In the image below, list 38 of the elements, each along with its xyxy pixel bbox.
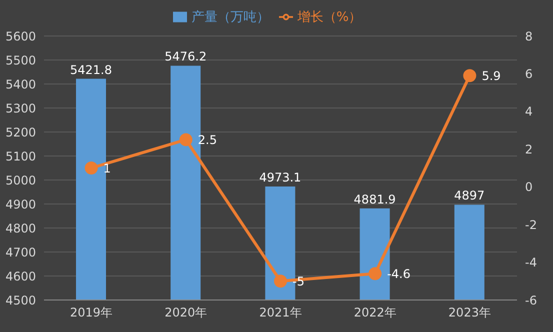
x-tick-label: 2022年 <box>354 306 396 320</box>
x-tick-label: 2019年 <box>70 306 113 320</box>
y2-tick-label: 4 <box>525 104 533 119</box>
y-tick-label: 5600 <box>5 29 36 44</box>
data-label: 5476.2 <box>164 50 207 64</box>
y-tick-label: 5100 <box>5 149 36 164</box>
y-tick-label: 5000 <box>5 173 36 188</box>
x-tick-label: 2020年 <box>164 306 208 320</box>
legend-label: 增长（%） <box>297 10 362 25</box>
y-tick-label: 5400 <box>5 77 36 92</box>
y-tick-label: 4600 <box>5 269 36 284</box>
y2-tick-label: 6 <box>525 66 533 81</box>
data-label: 4881.9 <box>354 192 396 206</box>
point <box>84 162 98 174</box>
data-label: 4897 <box>454 188 485 203</box>
y2-tick-label: -6 <box>525 293 537 308</box>
y-tick-label: 5200 <box>5 125 36 140</box>
y-tick-label: 4700 <box>5 245 36 260</box>
x-tick-label: 2023年 <box>448 306 491 320</box>
legend-label: 产量（万吨） <box>191 10 270 25</box>
y2-tick-label: -4 <box>525 256 537 270</box>
x-tick-label: 2021年 <box>259 306 302 320</box>
point <box>463 69 476 82</box>
y-tick-label: 5500 <box>5 53 36 68</box>
y-tick-label: 4800 <box>5 221 36 236</box>
y-tick-label: 4900 <box>5 197 36 212</box>
y-tick-label: 5300 <box>5 101 36 116</box>
y2-tick-label: -2 <box>525 218 537 232</box>
y2-tick-label: 0 <box>525 180 533 194</box>
data-label: 5.9 <box>482 68 501 83</box>
point <box>179 133 192 146</box>
point <box>368 267 382 280</box>
data-label: 5421.8 <box>70 62 112 77</box>
y2-tick-label: 8 <box>525 29 533 44</box>
point <box>274 274 287 288</box>
y2-tick-label: 2 <box>525 142 533 156</box>
data-label: 4973.1 <box>259 170 302 184</box>
y-tick-label: 4500 <box>5 293 36 308</box>
